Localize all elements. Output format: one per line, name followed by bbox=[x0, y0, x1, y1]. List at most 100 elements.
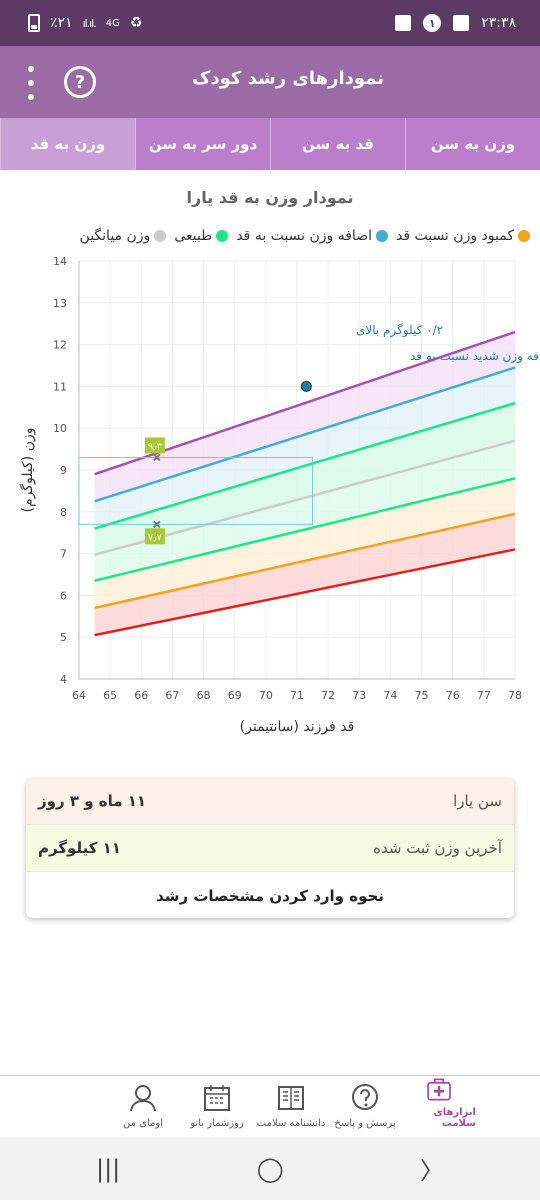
battery-icon bbox=[28, 14, 40, 32]
x-tick-label: 66 bbox=[134, 689, 148, 702]
legend-label: وزن میانگین bbox=[79, 228, 151, 244]
calendar-icon bbox=[204, 1085, 230, 1111]
back-button[interactable]: 〉 bbox=[420, 1157, 444, 1185]
home-button[interactable]: ◯ bbox=[256, 1154, 284, 1183]
nav-label: اومای من bbox=[123, 1118, 163, 1129]
x-tick-label: 71 bbox=[290, 689, 304, 702]
x-tick-label: 64 bbox=[72, 689, 86, 702]
legend-label: کمبود وزن نسبت قد bbox=[395, 228, 514, 244]
child-point bbox=[300, 380, 312, 392]
chart-legend: کمبود وزن نسبت قد اضافه وزن نسبت به قد ط… bbox=[10, 228, 530, 244]
weight-row: آخرین وزن ثبت شده ۱۱ کیلوگرم bbox=[26, 825, 514, 872]
encyclopedia-icon bbox=[278, 1086, 304, 1110]
y-tick-label: 10 bbox=[53, 422, 67, 435]
chart-band bbox=[94, 332, 516, 502]
weight-value: ۱۱ کیلوگرم bbox=[38, 839, 121, 857]
range-label-bg bbox=[144, 528, 165, 545]
tab-head-for-age[interactable]: دور سر به سن bbox=[135, 118, 270, 170]
x-tick-label: 72 bbox=[321, 689, 335, 702]
legend-normal[interactable]: طبیعی bbox=[174, 228, 229, 244]
range-label: ۹٫۳ bbox=[148, 441, 163, 452]
x-tick-label: 74 bbox=[383, 689, 397, 702]
nav-health-tools[interactable]: ابزارهای سلامت bbox=[402, 1076, 476, 1137]
y-tick-label: 13 bbox=[53, 297, 67, 310]
bottom-navigation: ابزارهای سلامت پرسش و پاسخ دانشنامه سلام… bbox=[0, 1075, 540, 1137]
chart-band bbox=[94, 403, 516, 555]
range-label-bg bbox=[144, 437, 165, 454]
weight-label: آخرین وزن ثبت شده bbox=[373, 839, 502, 857]
y-tick-label: 7 bbox=[60, 548, 67, 561]
x-tick-label: 76 bbox=[446, 689, 460, 702]
series-line bbox=[94, 401, 516, 530]
system-navigation: ||| ◯ 〉 bbox=[0, 1137, 540, 1200]
nav-profile[interactable]: اومای من bbox=[106, 1076, 180, 1137]
range-marker bbox=[153, 520, 161, 529]
chart-title: نمودار وزن به قد یارا bbox=[186, 188, 354, 207]
gallery-notification-icon bbox=[395, 15, 412, 31]
x-tick-label: 73 bbox=[352, 689, 366, 702]
y-tick-label: 6 bbox=[60, 589, 67, 602]
chart-band bbox=[94, 513, 516, 636]
range-label: ۷٫۷ bbox=[148, 532, 163, 543]
y-tick-label: 8 bbox=[60, 506, 67, 519]
status-bar: ٪۲۱ ıl.ıl. 4G ♻ ۱ ۲۳:۳۸ bbox=[0, 0, 540, 46]
legend-dot bbox=[154, 230, 167, 242]
series-line bbox=[94, 366, 516, 503]
legend-dot bbox=[518, 230, 530, 242]
tab-weight-for-height[interactable]: وزن به قد bbox=[0, 118, 135, 170]
nav-calendar[interactable]: روزشمار بانو bbox=[180, 1076, 254, 1137]
check-notification-icon bbox=[453, 15, 470, 31]
x-tick-label: 75 bbox=[415, 689, 429, 702]
series-line bbox=[94, 548, 516, 637]
legend-average[interactable]: وزن میانگین bbox=[80, 228, 167, 244]
howto-button[interactable]: نحوه وارد کردن مشخصات رشد bbox=[156, 886, 384, 905]
y-axis-title: وزن (کیلوگرم) bbox=[19, 428, 36, 513]
legend-dot bbox=[216, 230, 229, 242]
y-tick-label: 9 bbox=[60, 464, 67, 477]
legend-dot bbox=[375, 230, 388, 242]
series-line bbox=[94, 512, 516, 610]
nav-label: پرسش و پاسخ bbox=[334, 1118, 396, 1129]
overflow-menu-icon[interactable] bbox=[24, 66, 38, 100]
x-tick-label: 70 bbox=[259, 689, 273, 702]
x-tick-label: 69 bbox=[228, 689, 242, 702]
chart-container: نمودار وزن به قد یارا کمبود وزن نسبت قد … bbox=[0, 172, 540, 752]
age-label: سن یارا bbox=[453, 792, 502, 810]
y-tick-label: 14 bbox=[53, 255, 67, 268]
tab-weight-for-age[interactable]: وزن به سن bbox=[405, 118, 540, 170]
legend-overweight[interactable]: اضافه وزن نسبت به قد bbox=[236, 228, 388, 244]
legend-label: اضافه وزن نسبت به قد bbox=[236, 228, 372, 244]
clock: ۲۳:۳۸ bbox=[481, 15, 516, 31]
y-tick-label: 5 bbox=[60, 631, 67, 644]
status-left: ٪۲۱ ıl.ıl. 4G ♻ bbox=[28, 14, 142, 32]
battery-percent: ٪۲۱ bbox=[50, 15, 73, 31]
x-tick-label: 78 bbox=[508, 689, 522, 702]
help-button[interactable]: ? bbox=[64, 66, 96, 98]
notification-badge: ۱ bbox=[423, 14, 442, 32]
recycle-icon: ♻ bbox=[129, 15, 143, 31]
legend-underweight[interactable]: کمبود وزن نسبت قد bbox=[396, 228, 530, 244]
recents-button[interactable]: ||| bbox=[96, 1154, 121, 1183]
nav-label: ابزارهای سلامت bbox=[433, 1107, 476, 1129]
series-line bbox=[94, 477, 516, 582]
network-type: 4G bbox=[105, 17, 120, 29]
age-row: سن یارا ۱۱ ماه و ۳ روز bbox=[26, 778, 514, 825]
age-value: ۱۱ ماه و ۳ روز bbox=[38, 792, 147, 810]
nav-encyclopedia[interactable]: دانشنامه سلامت bbox=[254, 1076, 328, 1137]
nav-label: روزشمار بانو bbox=[190, 1118, 244, 1129]
nav-qa[interactable]: پرسش و پاسخ bbox=[328, 1076, 402, 1137]
info-card: سن یارا ۱۱ ماه و ۳ روز آخرین وزن ثبت شده… bbox=[26, 778, 514, 918]
annotation-line-2: محدوده اضافه وزن شدید نسبت به قد bbox=[410, 349, 540, 364]
normal-range-box bbox=[78, 456, 314, 525]
page-title: نمودارهای رشد کودک bbox=[191, 68, 384, 89]
nav-label: دانشنامه سلامت bbox=[256, 1118, 326, 1129]
profile-icon bbox=[130, 1085, 156, 1112]
x-axis-title: قد فرزند (سانتیمتر) bbox=[240, 719, 355, 735]
app-bar: ? نمودارهای رشد کودک bbox=[0, 46, 540, 118]
x-tick-label: 68 bbox=[197, 689, 211, 702]
question-bubble-icon bbox=[352, 1084, 378, 1110]
first-aid-kit-icon bbox=[427, 1078, 451, 1101]
tab-height-for-age[interactable]: قد به سن bbox=[270, 118, 405, 170]
y-tick-label: 4 bbox=[60, 673, 67, 686]
x-tick-label: 77 bbox=[477, 689, 491, 702]
